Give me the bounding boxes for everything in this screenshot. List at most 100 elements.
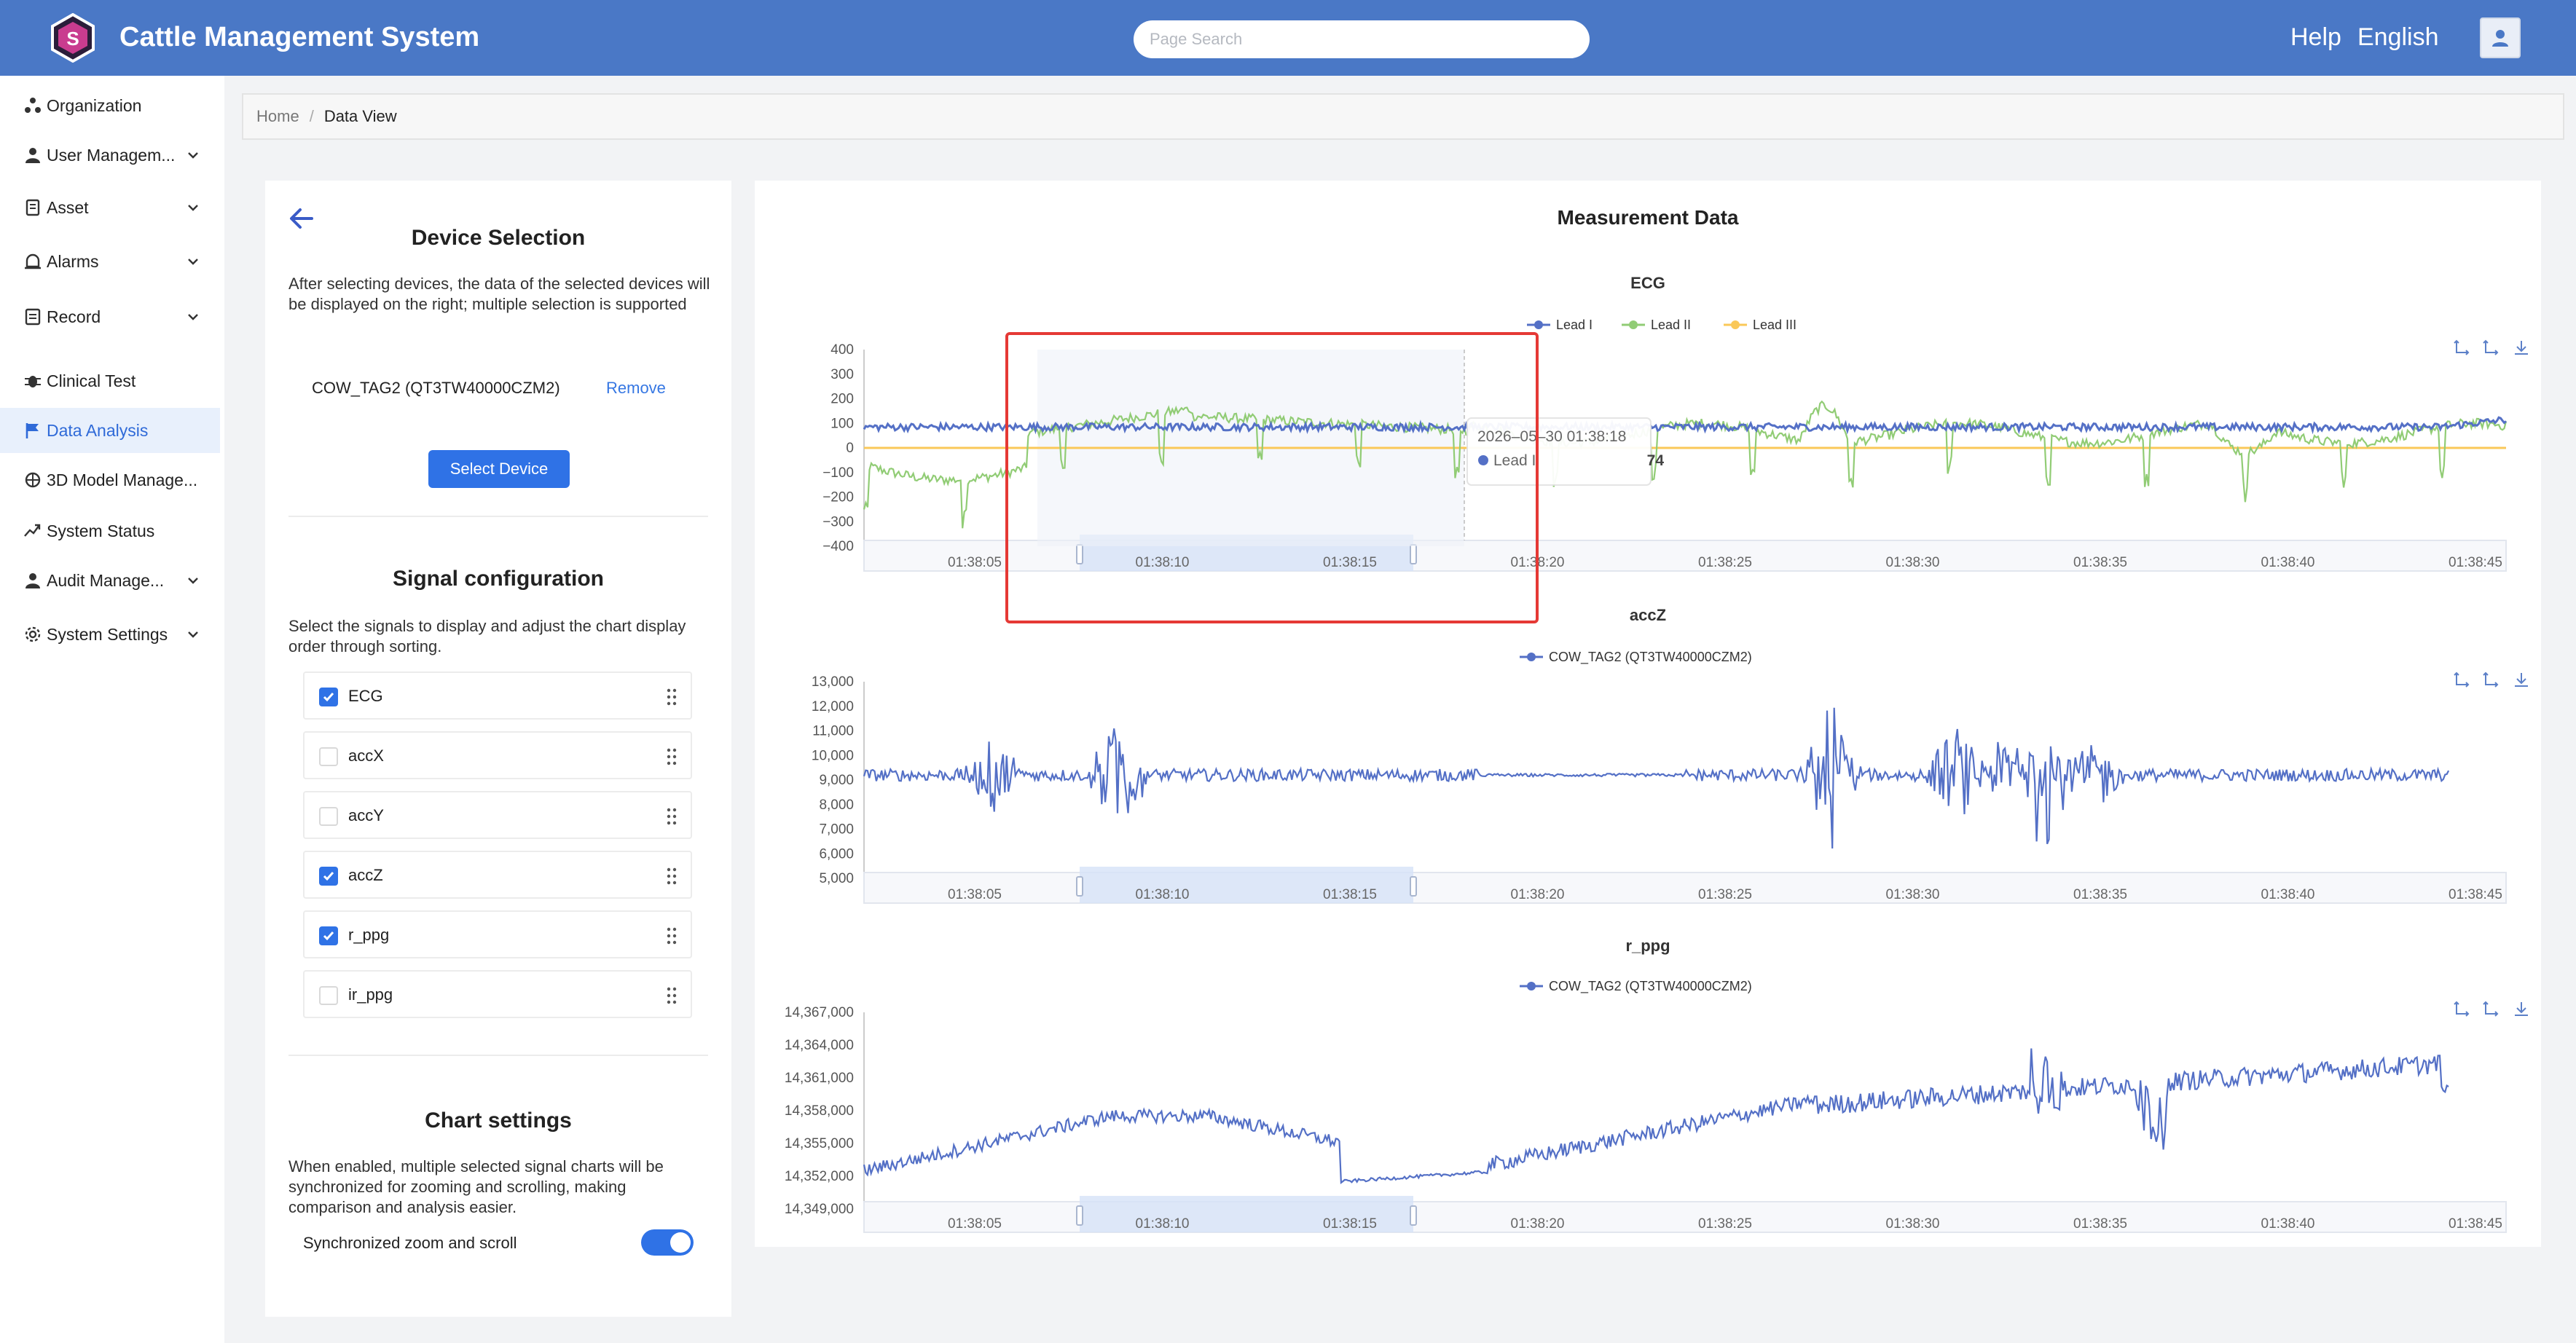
signal-label: r_ppg xyxy=(348,926,390,944)
sidebar-item-label: System Settings xyxy=(47,624,168,644)
zoom-handle[interactable] xyxy=(1410,544,1417,564)
settings-panel: Device Selection After selecting devices… xyxy=(265,181,731,1317)
drag-handle-icon[interactable] xyxy=(664,867,679,886)
sidebar-item-data-analysis[interactable]: Data Analysis xyxy=(0,408,220,453)
signal-checkbox[interactable] xyxy=(319,747,338,766)
model-icon xyxy=(23,470,42,489)
signal-checkbox[interactable] xyxy=(319,986,338,1005)
sidebar-item-record[interactable]: Record xyxy=(0,294,220,339)
legend-entry: Lead II xyxy=(1651,318,1691,332)
x-tick-label: 01:38:20 xyxy=(1511,1216,1565,1232)
x-tick-label: 01:38:35 xyxy=(2073,555,2127,570)
sidebar-item-asset[interactable]: Asset xyxy=(0,185,220,230)
x-tick-label: 01:38:30 xyxy=(1886,555,1940,570)
sidebar-item-label: Asset xyxy=(47,197,89,217)
download-icon[interactable] xyxy=(2515,341,2528,355)
page-search-input[interactable] xyxy=(1134,20,1590,58)
user-icon xyxy=(23,146,42,165)
chart-title: ECG xyxy=(1630,274,1665,292)
chevron-down-icon xyxy=(185,626,201,642)
signal-row-r-ppg[interactable]: r_ppg xyxy=(303,910,692,958)
x-tick-label: 01:38:25 xyxy=(1698,1216,1752,1232)
y-tick-label: 14,367,000 xyxy=(785,1005,854,1020)
zoom-handle[interactable] xyxy=(1410,876,1417,897)
sync-zoom-toggle[interactable] xyxy=(641,1229,694,1256)
zoom-window[interactable] xyxy=(1080,867,1413,903)
chevron-down-icon xyxy=(185,147,201,163)
signal-row-ir-ppg[interactable]: ir_ppg xyxy=(303,970,692,1018)
y-tick-label: 14,355,000 xyxy=(785,1136,854,1151)
drag-handle-icon[interactable] xyxy=(664,926,679,945)
zoom-handle[interactable] xyxy=(1076,544,1083,564)
sidebar: Organization User Managem... Asset Alarms Re… xyxy=(0,76,224,1343)
signal-label: ir_ppg xyxy=(348,985,393,1004)
sidebar-item-system-status[interactable]: System Status xyxy=(0,508,220,554)
select-device-button[interactable]: Select Device xyxy=(428,450,570,488)
download-icon[interactable] xyxy=(2515,1002,2528,1016)
sidebar-item-label: Alarms xyxy=(47,251,99,271)
signal-row-accx[interactable]: accX xyxy=(303,731,692,779)
zoom-select-icon[interactable] xyxy=(2454,339,2470,355)
zoom-handle[interactable] xyxy=(1410,1205,1417,1226)
legend-entry: Lead III xyxy=(1753,318,1796,332)
download-icon[interactable] xyxy=(2515,673,2528,687)
drag-handle-icon[interactable] xyxy=(664,807,679,826)
y-tick-label: 5,000 xyxy=(819,871,854,886)
zoom-reset-icon[interactable] xyxy=(2483,1001,2499,1017)
signal-row-ecg[interactable]: ECG xyxy=(303,672,692,720)
drag-handle-icon[interactable] xyxy=(664,747,679,766)
sidebar-item-system-settings[interactable]: System Settings xyxy=(0,612,220,657)
zoom-window[interactable] xyxy=(1080,1196,1413,1232)
user-avatar[interactable] xyxy=(2480,17,2521,58)
sidebar-item-clinical-test[interactable]: Clinical Test xyxy=(0,358,220,403)
zoom-reset-icon[interactable] xyxy=(2483,339,2499,355)
tooltip-value: 74 xyxy=(1647,452,1665,469)
sidebar-item-3d-model-manage[interactable]: 3D Model Manage... xyxy=(0,457,220,503)
y-tick-label: 10,000 xyxy=(812,748,854,763)
chart-accz: accZ COW_TAG2 (QT3TW40000CZM2) 13,000 12,00… xyxy=(812,606,2528,904)
help-link[interactable]: Help xyxy=(2290,23,2341,51)
device-selection-title: Device Selection xyxy=(411,226,586,250)
y-tick-label: 100 xyxy=(830,416,854,431)
legend-marker xyxy=(1527,653,1536,661)
zoom-glyph xyxy=(2483,672,2499,688)
sidebar-item-label: Data Analysis xyxy=(47,420,149,440)
zoom-reset-icon[interactable] xyxy=(2483,672,2499,688)
drag-handle-icon[interactable] xyxy=(664,688,679,706)
signal-row-accz[interactable]: accZ xyxy=(303,851,692,899)
drag-handle-icon[interactable] xyxy=(664,986,679,1005)
sidebar-item-user-managem[interactable]: User Managem... xyxy=(0,133,220,178)
device-selection-description: After selecting devices, the data of the… xyxy=(288,275,710,313)
divider xyxy=(288,516,708,517)
selected-device-name: COW_TAG2 (QT3TW40000CZM2) xyxy=(312,379,560,397)
gear-icon xyxy=(23,625,42,644)
x-tick-label: 01:38:30 xyxy=(1886,887,1940,902)
tooltip-marker xyxy=(1478,455,1488,465)
zoom-select-icon[interactable] xyxy=(2454,1001,2470,1017)
sidebar-item-organization[interactable]: Organization xyxy=(0,83,220,128)
zoom-handle[interactable] xyxy=(1076,1205,1083,1226)
x-tick-label: 01:38:10 xyxy=(1136,1216,1190,1232)
sidebar-item-alarms[interactable]: Alarms xyxy=(0,239,220,284)
top-header: S Cattle Management System Help English xyxy=(0,0,2576,76)
x-tick-label: 01:38:30 xyxy=(1886,1216,1940,1232)
signal-checkbox[interactable] xyxy=(319,688,338,706)
breadcrumb-home[interactable]: Home xyxy=(256,107,299,125)
svg-text:S: S xyxy=(66,28,79,50)
legend-marker xyxy=(1534,320,1543,329)
x-tick-label: 01:38:45 xyxy=(2449,1216,2502,1232)
x-tick-label: 01:38:15 xyxy=(1323,1216,1377,1232)
signal-checkbox[interactable] xyxy=(319,926,338,945)
zoom-select-icon[interactable] xyxy=(2454,672,2470,688)
remove-device-link[interactable]: Remove xyxy=(606,379,666,397)
language-selector[interactable]: English xyxy=(2357,23,2439,51)
zoom-handle[interactable] xyxy=(1076,876,1083,897)
signal-checkbox[interactable] xyxy=(319,867,338,886)
signal-row-accy[interactable]: accY xyxy=(303,791,692,839)
back-arrow-icon[interactable] xyxy=(286,202,318,235)
measurement-charts: Measurement Data ECG Lead I Lead II Lead II… xyxy=(785,206,2528,1233)
record-icon xyxy=(23,307,42,326)
chart-title: accZ xyxy=(1630,606,1666,624)
sidebar-item-audit-manage[interactable]: Audit Manage... xyxy=(0,558,220,603)
signal-checkbox[interactable] xyxy=(319,807,338,826)
